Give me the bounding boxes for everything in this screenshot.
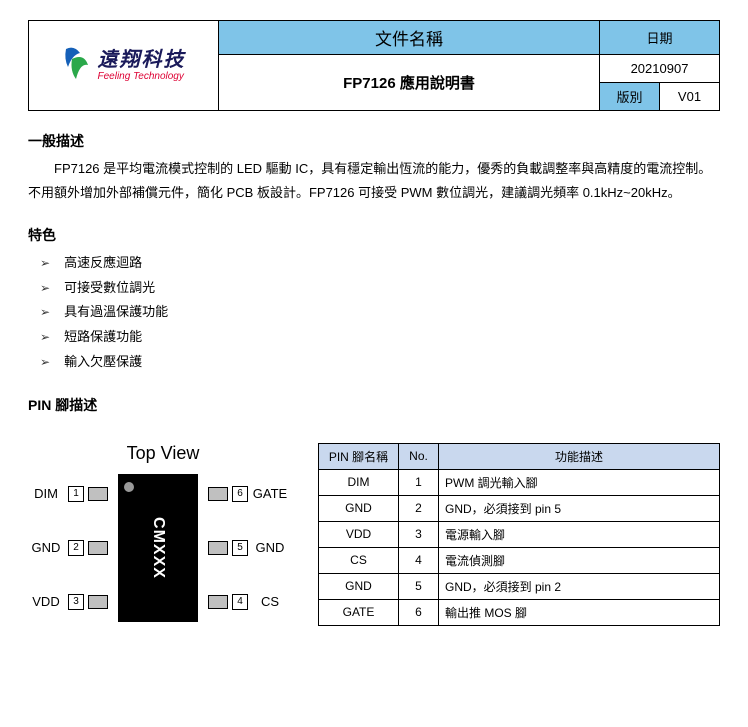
logo-mark-icon — [62, 45, 92, 87]
pin-number: 2 — [68, 540, 84, 556]
section-feat-title: 特色 — [28, 225, 720, 245]
pin-lead-icon — [88, 541, 108, 555]
pin-td-func: 電源輸入腳 — [439, 521, 720, 547]
document-header-table: 遠翔科技 Feeling Technology 文件名稱 日期 FP7126 應… — [28, 20, 720, 111]
pin-lead-icon — [208, 595, 228, 609]
section-pin-title: PIN 腳描述 — [28, 395, 720, 415]
pin-table-column: PIN 腳名稱 No. 功能描述 DIM 1 PWM 調光輸入腳 GND 2 G… — [318, 443, 720, 626]
pin-td-func: GND，必須接到 pin 2 — [439, 573, 720, 599]
package-diagram: CMXXX DIM 1 GND 2 VDD 3 GATE 6 — [28, 468, 288, 628]
pin-td-name: CS — [319, 547, 399, 573]
pin-td-func: 輸出推 MOS 腳 — [439, 599, 720, 625]
pin-td-func: PWM 調光輸入腳 — [439, 469, 720, 495]
pin-lead-icon — [88, 487, 108, 501]
pin-th-name: PIN 腳名稱 — [319, 443, 399, 469]
feature-item: 可接受數位調光 — [40, 276, 720, 301]
company-logo: 遠翔科技 Feeling Technology — [29, 21, 218, 110]
pin-left-2: GND 2 — [28, 540, 108, 556]
table-row: VDD 3 電源輸入腳 — [319, 521, 720, 547]
section-desc-body: FP7126 是平均電流模式控制的 LED 驅動 IC，具有穩定輸出恆流的能力，… — [28, 157, 720, 205]
feature-list: 高速反應迴路 可接受數位調光 具有過溫保護功能 短路保護功能 輸入欠壓保護 — [40, 251, 720, 374]
pin-td-no: 1 — [399, 469, 439, 495]
rev-label-cell: 版別 — [600, 83, 660, 111]
pin-td-name: GATE — [319, 599, 399, 625]
pin-left-3: VDD 3 — [28, 594, 108, 610]
pin-td-name: DIM — [319, 469, 399, 495]
pin-td-no: 6 — [399, 599, 439, 625]
chip-body: CMXXX — [118, 474, 198, 622]
table-row: GATE 6 輸出推 MOS 腳 — [319, 599, 720, 625]
date-label-cell: 日期 — [600, 21, 720, 55]
pin-number: 3 — [68, 594, 84, 610]
table-row: GND 2 GND，必須接到 pin 5 — [319, 495, 720, 521]
pin-number: 1 — [68, 486, 84, 502]
logo-text-en: Feeling Technology — [98, 71, 186, 82]
rev-value-cell: V01 — [660, 83, 720, 111]
feature-item: 輸入欠壓保護 — [40, 350, 720, 375]
pin-td-name: VDD — [319, 521, 399, 547]
pin-td-name: GND — [319, 573, 399, 599]
pin-right-6: GATE 6 — [208, 486, 288, 502]
chip-marking: CMXXX — [149, 517, 167, 579]
pin-right-4: CS 4 — [208, 594, 288, 610]
feature-item: 高速反應迴路 — [40, 251, 720, 276]
title-label-cell: 文件名稱 — [219, 21, 600, 55]
pin-number: 5 — [232, 540, 248, 556]
package-column: Top View CMXXX DIM 1 GND 2 VDD 3 — [28, 443, 298, 628]
pin-name: GATE — [252, 486, 288, 501]
pin-td-no: 5 — [399, 573, 439, 599]
pin-td-name: GND — [319, 495, 399, 521]
pin-th-func: 功能描述 — [439, 443, 720, 469]
pin-td-no: 3 — [399, 521, 439, 547]
top-view-label: Top View — [28, 443, 298, 464]
pin-name: GND — [252, 540, 288, 555]
table-row: CS 4 電流偵測腳 — [319, 547, 720, 573]
pin-number: 4 — [232, 594, 248, 610]
table-row: GND 5 GND，必須接到 pin 2 — [319, 573, 720, 599]
feature-item: 具有過溫保護功能 — [40, 300, 720, 325]
pin-right-5: GND 5 — [208, 540, 288, 556]
pin-lead-icon — [88, 595, 108, 609]
title-value-cell: FP7126 應用說明書 — [219, 55, 600, 111]
pin-left-1: DIM 1 — [28, 486, 108, 502]
logo-text-cn: 遠翔科技 — [98, 49, 186, 71]
pin-number: 6 — [232, 486, 248, 502]
pin-lead-icon — [208, 487, 228, 501]
date-value-cell: 20210907 — [600, 55, 720, 83]
pin-table: PIN 腳名稱 No. 功能描述 DIM 1 PWM 調光輸入腳 GND 2 G… — [318, 443, 720, 626]
pin-lead-icon — [208, 541, 228, 555]
pin-name: DIM — [28, 486, 64, 501]
pin-td-no: 4 — [399, 547, 439, 573]
pin-td-no: 2 — [399, 495, 439, 521]
feature-item: 短路保護功能 — [40, 325, 720, 350]
pin-td-func: GND，必須接到 pin 5 — [439, 495, 720, 521]
pin-name: GND — [28, 540, 64, 555]
pin-name: VDD — [28, 594, 64, 609]
pin-td-func: 電流偵測腳 — [439, 547, 720, 573]
pin-name: CS — [252, 594, 288, 609]
pin-th-no: No. — [399, 443, 439, 469]
logo-cell: 遠翔科技 Feeling Technology — [29, 21, 219, 111]
pin1-dot-icon — [124, 482, 134, 492]
pin-section-row: Top View CMXXX DIM 1 GND 2 VDD 3 — [28, 443, 720, 628]
table-row: DIM 1 PWM 調光輸入腳 — [319, 469, 720, 495]
section-desc-title: 一般描述 — [28, 131, 720, 151]
